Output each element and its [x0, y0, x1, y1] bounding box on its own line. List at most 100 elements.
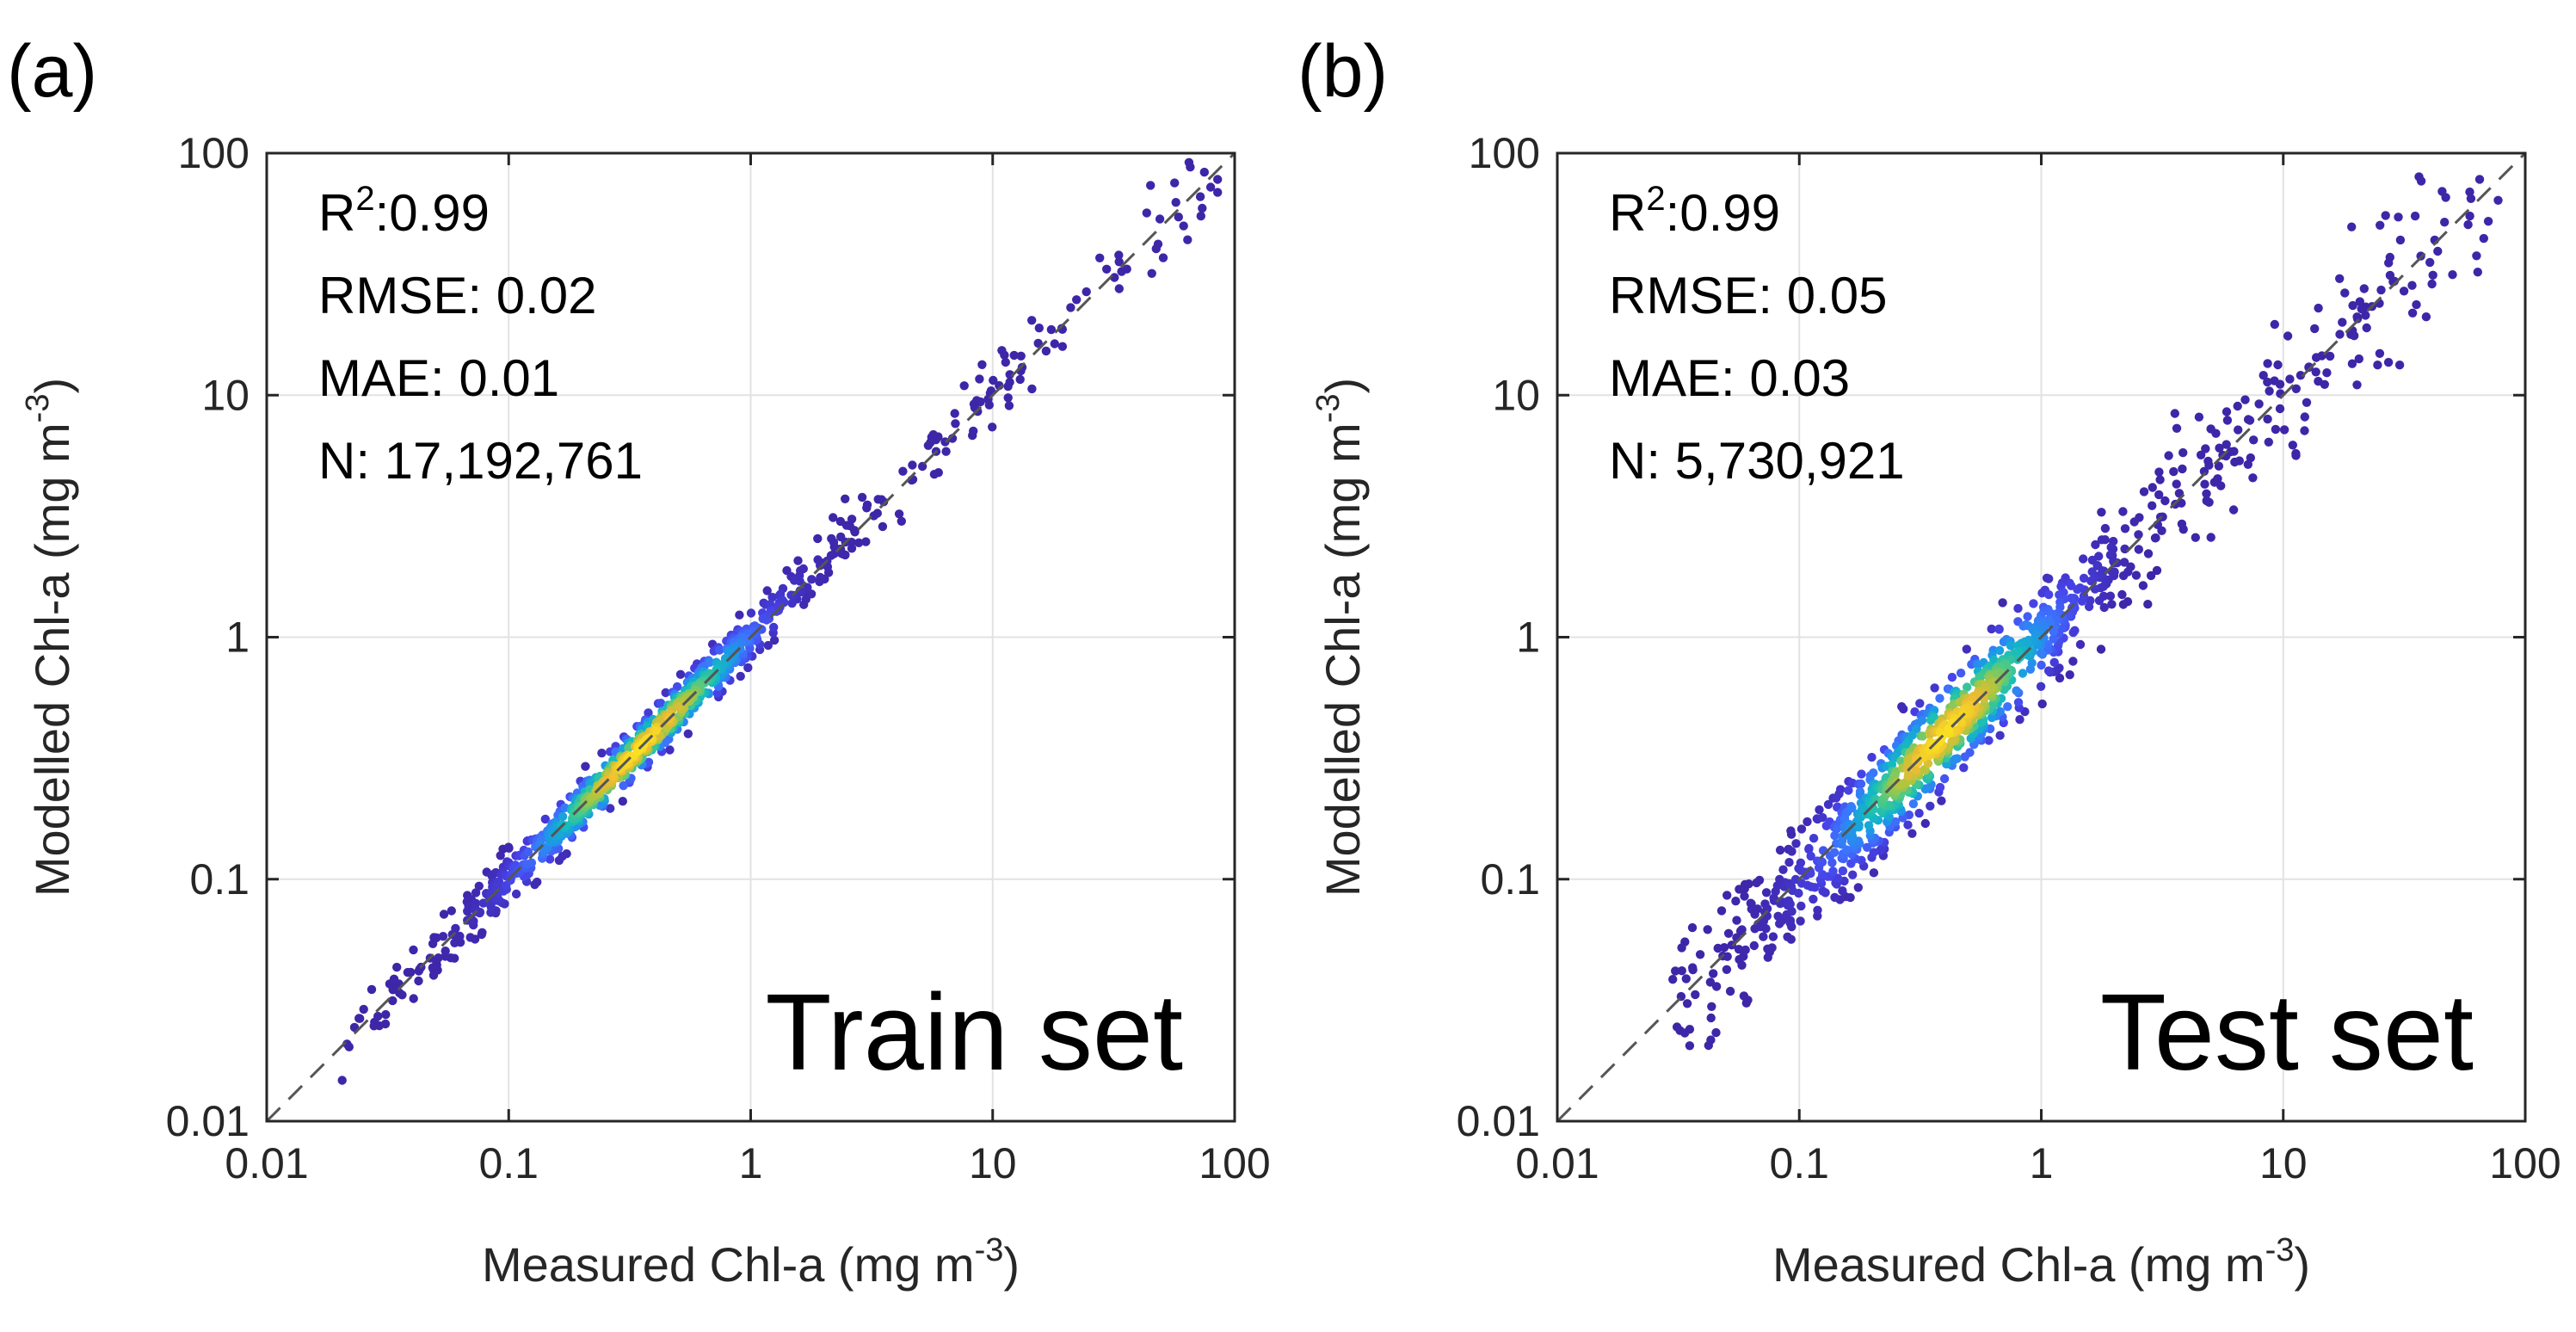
y-axis-label-text: Modelled Chl-a (mg m — [1316, 422, 1370, 897]
scatter-point — [2206, 533, 2215, 542]
scatter-point — [1682, 999, 1692, 1008]
scatter-point — [951, 419, 960, 429]
scatter-point — [2230, 457, 2240, 467]
scatter-point — [455, 931, 465, 941]
scatter-point — [2094, 595, 2105, 606]
scatter-point — [1691, 990, 1700, 1000]
scatter-point — [1027, 316, 1037, 325]
scatter-point — [1956, 669, 1966, 678]
scatter-point — [1890, 817, 1901, 827]
scatter-point — [894, 509, 904, 519]
scatter-point — [2077, 596, 2087, 606]
scatter-point — [355, 1014, 365, 1023]
scatter-point — [511, 889, 521, 899]
scatter-point — [1976, 672, 1986, 681]
scatter-point — [2395, 235, 2406, 245]
scatter-point — [2302, 398, 2312, 407]
scatter-point — [1722, 965, 1732, 975]
scatter-point — [2243, 459, 2252, 469]
scatter-point — [406, 967, 416, 977]
panel-label: (b) — [1297, 30, 1388, 113]
scatter-point — [545, 854, 555, 864]
scatter-point — [2118, 570, 2129, 581]
scatter-point — [1959, 763, 1969, 773]
scatter-point — [1887, 760, 1897, 769]
scatter-point — [1929, 712, 1939, 722]
scatter-point — [1009, 350, 1019, 361]
scatter-point — [2194, 412, 2204, 422]
scatter-point — [1930, 683, 1939, 693]
scatter-point — [558, 852, 567, 861]
scatter-point — [2254, 399, 2264, 409]
scatter-point — [1744, 879, 1753, 889]
scatter-point — [1110, 273, 1119, 282]
x-tick-label: 0.01 — [1515, 1139, 1599, 1187]
scatter-point — [2154, 467, 2164, 477]
scatter-point — [1767, 943, 1777, 953]
y-tick-label: 10 — [201, 371, 250, 419]
scatter-point — [2029, 599, 2038, 608]
scatter-point — [447, 906, 456, 916]
scatter-point — [2105, 591, 2116, 601]
scatter-point — [758, 614, 767, 624]
scatter-point — [2043, 639, 2053, 650]
scatter-point — [2075, 639, 2086, 650]
scatter-point — [1151, 244, 1162, 254]
scatter-point — [2138, 581, 2148, 590]
scatter-point — [1926, 801, 1935, 811]
scatter-point — [496, 851, 505, 860]
scatter-point — [665, 745, 675, 755]
scatter-point — [2373, 361, 2382, 370]
scatter-point — [471, 888, 481, 897]
scatter-point — [1786, 829, 1796, 839]
scatter-point — [1000, 350, 1009, 360]
x-tick-label: 0.1 — [1769, 1139, 1829, 1187]
scatter-point — [1723, 928, 1734, 939]
x-axis-label-text: Measured Chl-a (mg m — [1772, 1237, 2265, 1292]
scatter-point — [1213, 175, 1223, 184]
stat-r2-value: :0.99 — [375, 184, 490, 242]
scatter-point — [2399, 287, 2409, 296]
y-tick-label: 0.01 — [166, 1097, 250, 1145]
scatter-point — [2474, 175, 2485, 184]
y-axis-label: Modelled Chl-a (mg m-3) — [1310, 378, 1370, 897]
scatter-point — [2209, 478, 2219, 487]
x-tick-label: 1 — [739, 1139, 763, 1187]
scatter-point — [2043, 666, 2054, 675]
y-tick-label: 1 — [1516, 614, 1540, 662]
scatter-point — [380, 1019, 391, 1029]
scatter-point — [2044, 574, 2054, 583]
scatter-point — [1796, 901, 1806, 911]
scatter-point — [1867, 752, 1877, 762]
scatter-point — [2346, 330, 2356, 339]
stat-r2-value: :0.99 — [1666, 184, 1780, 242]
scatter-point — [1830, 892, 1840, 903]
scatter-point — [1984, 736, 1994, 745]
scatter-point — [2270, 319, 2279, 330]
scatter-point — [2279, 425, 2289, 435]
panel-a: (a) 0.01 0.1 1 10 100 0.01 0.1 1 10 100 … — [7, 30, 1271, 1292]
scatter-point — [712, 688, 722, 698]
x-tick-label: 100 — [2489, 1139, 2561, 1187]
scatter-point — [540, 814, 550, 824]
scatter-point — [1853, 883, 1863, 892]
scatter-point — [1677, 966, 1687, 976]
scatter-point — [762, 586, 772, 595]
scatter-point — [381, 1009, 391, 1020]
x-axis-label-close: ) — [1003, 1237, 1020, 1292]
scatter-point — [661, 688, 670, 698]
scatter-point — [1907, 829, 1917, 838]
scatter-point — [2143, 600, 2153, 609]
scatter-point — [2049, 657, 2059, 667]
x-axis-label-close: ) — [2294, 1237, 2310, 1292]
scatter-point — [1994, 625, 2004, 634]
scatter-point — [2314, 376, 2323, 386]
scatter-point — [1050, 339, 1060, 348]
scatter-point — [558, 811, 568, 822]
scatter-point — [1829, 848, 1840, 857]
scatter-point — [1057, 342, 1068, 351]
scatter-point — [533, 877, 542, 887]
scatter-point — [2143, 549, 2154, 558]
scatter-point — [807, 575, 817, 584]
scatter-point — [2066, 593, 2076, 603]
